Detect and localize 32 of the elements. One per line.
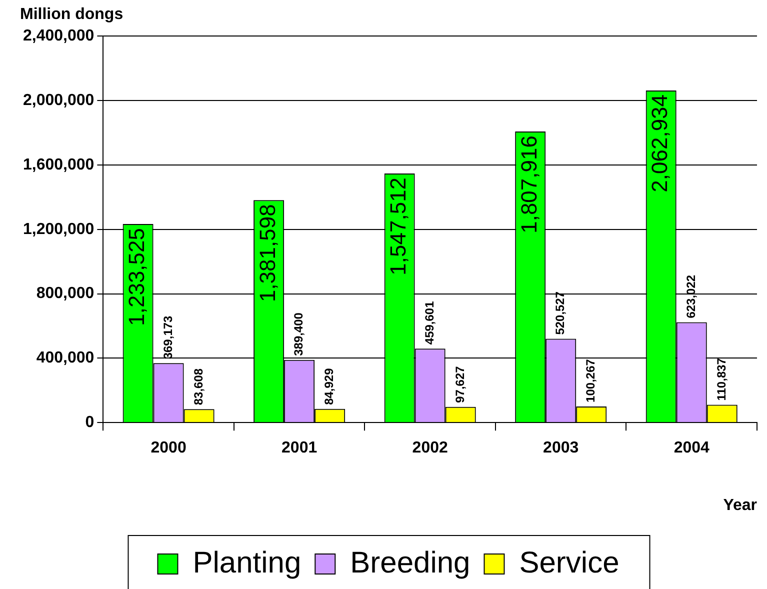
legend-label: Breeding (350, 546, 470, 580)
data-label: 110,837 (714, 358, 728, 401)
y-tick-label: 400,000 (36, 350, 94, 367)
y-tick-label: 1,600,000 (22, 156, 94, 174)
data-label: 369,173 (160, 315, 175, 360)
x-tick-label: 2001 (282, 440, 318, 457)
x-axis-title: Year (723, 496, 757, 514)
x-tick-label: 2000 (150, 440, 186, 457)
y-axis-title: Million dongs (20, 6, 124, 24)
data-label: 623,022 (684, 274, 698, 318)
data-label: 100,267 (584, 358, 598, 402)
y-tick-label: 800,000 (36, 285, 94, 302)
y-tick-label: 2,400,000 (22, 28, 94, 45)
legend-label: Planting (192, 546, 302, 580)
data-label: 1,547,512 (386, 177, 411, 276)
x-tick-label: 2004 (674, 440, 710, 457)
y-tick-label: 1,200,000 (22, 220, 94, 238)
x-tick-label: 2003 (543, 440, 579, 457)
y-tick-label: 0 (85, 414, 94, 432)
data-label: 84,929 (322, 368, 336, 405)
x-tick-label: 2002 (412, 440, 448, 457)
data-label: 97,627 (452, 366, 467, 403)
data-label: 83,608 (191, 368, 206, 406)
data-label: 2,062,934 (647, 94, 672, 192)
data-label: 1,381,598 (254, 204, 280, 302)
data-label: 1,807,916 (516, 136, 542, 234)
data-label: 389,400 (292, 312, 306, 356)
legend-label: Service (519, 546, 620, 580)
data-label: 459,601 (422, 300, 436, 345)
data-label: 1,233,525 (124, 228, 150, 326)
data-label: 520,527 (553, 291, 568, 335)
y-tick-label: 2,000,000 (22, 92, 94, 110)
